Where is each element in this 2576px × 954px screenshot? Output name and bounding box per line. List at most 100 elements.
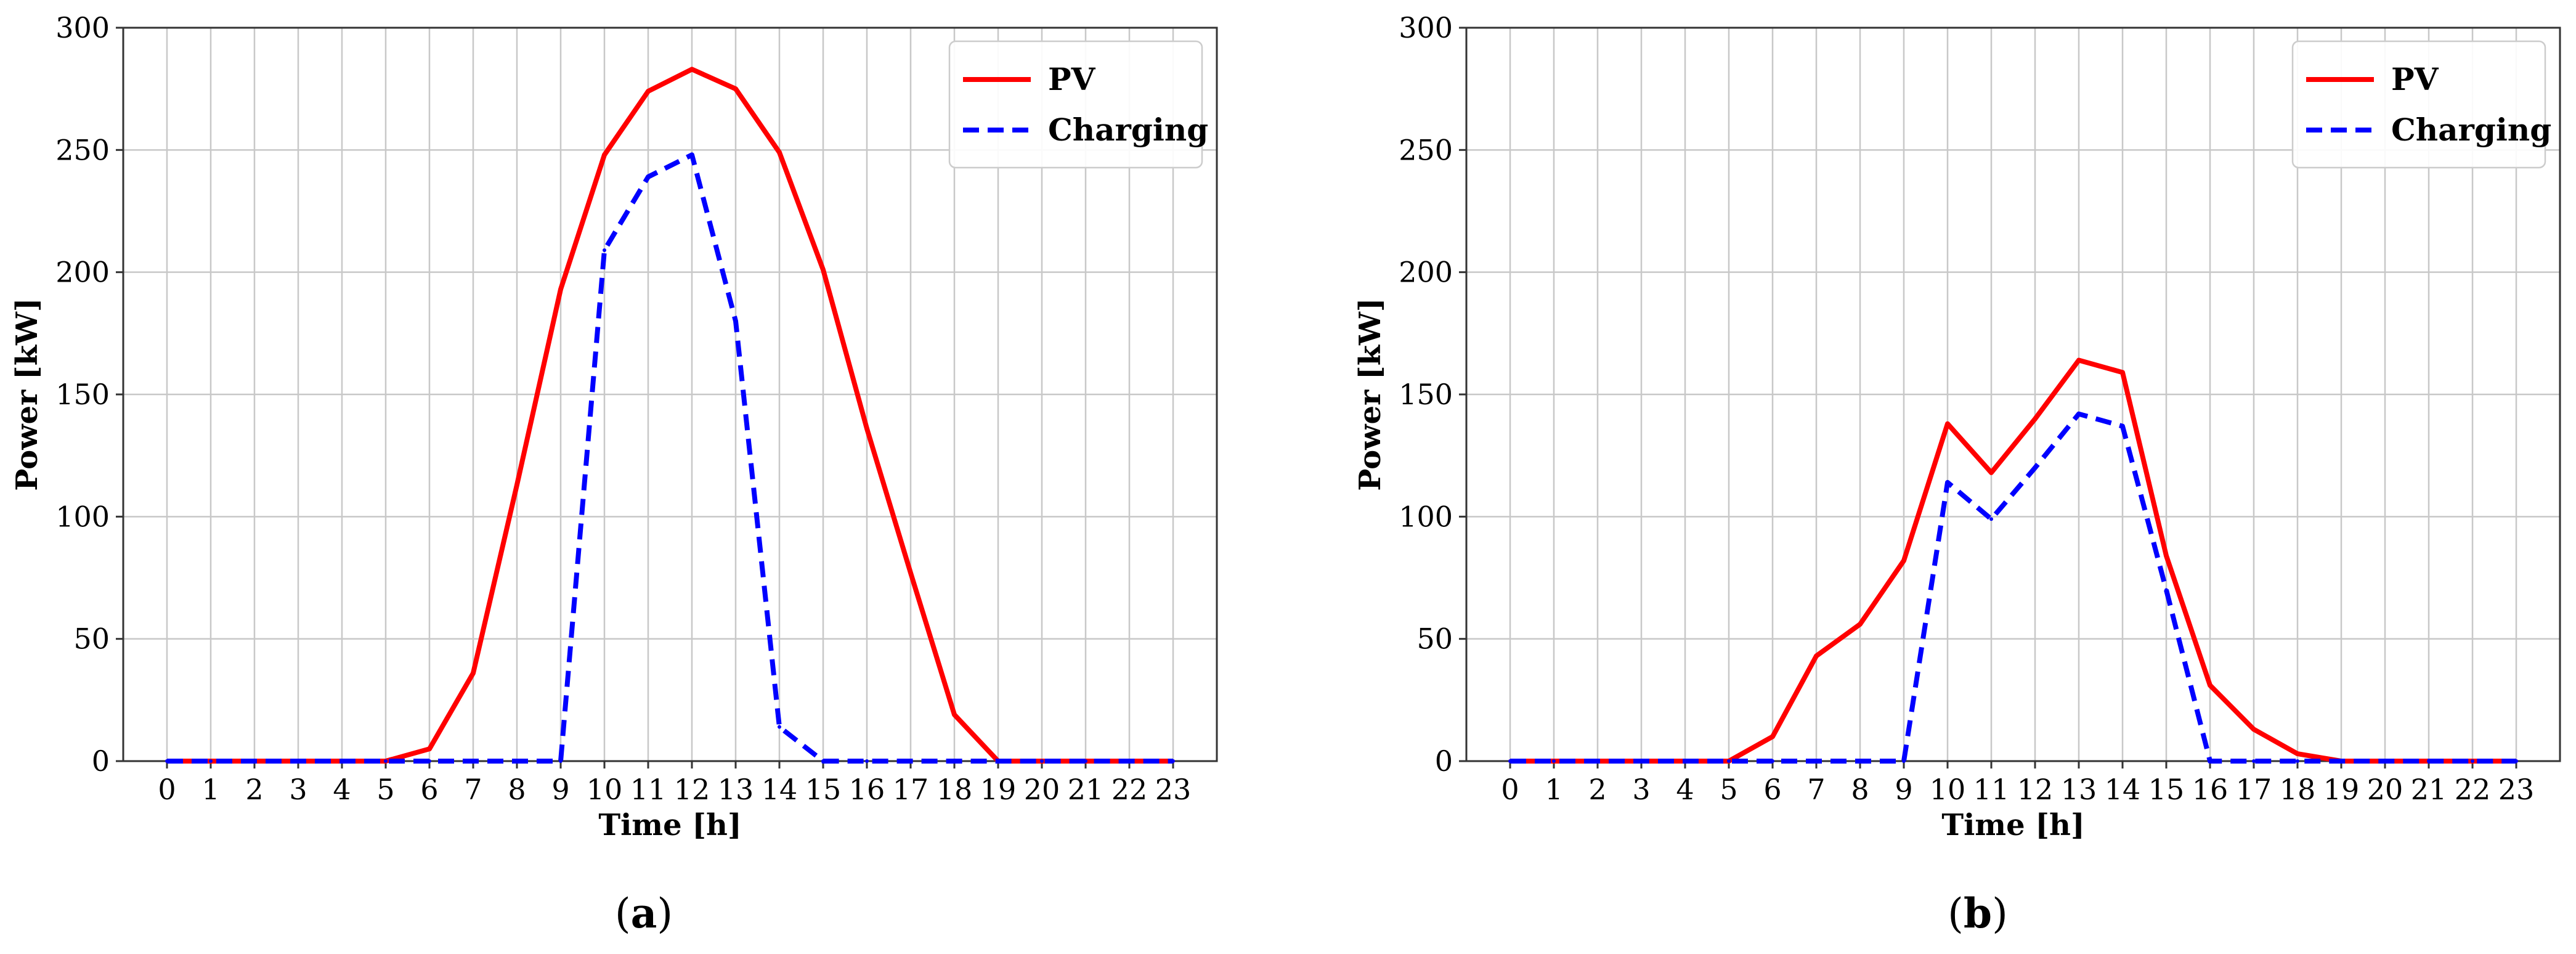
x-tick-label: 21 <box>2411 773 2447 806</box>
data-point-charging <box>1989 517 1993 521</box>
x-tick-label: 22 <box>1111 773 1148 806</box>
x-tick-label: 1 <box>201 773 219 806</box>
x-tick-label: 19 <box>2323 773 2360 806</box>
y-tick-label: 300 <box>1399 11 1453 44</box>
data-point-pv <box>1858 622 1862 626</box>
x-tick-label: 7 <box>464 773 482 806</box>
data-point-pv <box>1771 735 1774 739</box>
data-point-charging <box>2164 588 2168 592</box>
data-point-pv <box>909 571 912 575</box>
data-point-pv <box>2164 553 2168 558</box>
x-tick-label: 2 <box>245 773 263 806</box>
y-tick-label: 100 <box>55 500 110 533</box>
data-point-pv <box>1814 654 1818 658</box>
x-tick-label: 4 <box>1676 773 1694 806</box>
x-tick-label: 20 <box>1024 773 1060 806</box>
data-point-pv <box>953 712 956 717</box>
data-point-pv <box>603 153 606 157</box>
x-tick-label: 6 <box>1763 773 1781 806</box>
data-point-pv <box>734 87 737 91</box>
x-tick-label: 6 <box>420 773 438 806</box>
data-point-pv <box>559 287 563 292</box>
legend-label-charging: Charging <box>2391 112 2551 148</box>
x-tick-label: 22 <box>2455 773 2491 806</box>
data-point-charging <box>690 153 694 157</box>
y-tick-label: 150 <box>1399 378 1453 411</box>
data-point-charging <box>209 759 213 763</box>
x-tick-label: 3 <box>1632 773 1650 806</box>
data-point-charging <box>2033 466 2037 470</box>
data-point-charging <box>1814 759 1818 763</box>
x-tick-label: 13 <box>2061 773 2097 806</box>
x-tick-label: 20 <box>2367 773 2403 806</box>
x-tick-label: 9 <box>551 773 569 806</box>
panel-label: (b) <box>1948 889 2008 937</box>
data-point-charging <box>471 759 475 763</box>
y-tick-label: 200 <box>55 256 110 289</box>
data-point-pv <box>1989 470 1993 475</box>
legend-label-pv: PV <box>2391 61 2439 97</box>
data-point-charging <box>2077 412 2081 416</box>
y-tick-label: 50 <box>73 622 110 656</box>
data-point-charging <box>1040 759 1044 763</box>
data-point-charging <box>340 759 344 763</box>
legend: PV Charging <box>2291 40 2551 169</box>
data-point-charging <box>559 759 563 763</box>
y-tick-label: 100 <box>1399 500 1453 533</box>
data-point-charging <box>1902 759 1906 763</box>
data-point-charging <box>603 248 606 252</box>
y-tick-label: 250 <box>55 133 110 166</box>
y-tick-label: 0 <box>92 744 110 778</box>
data-point-pv <box>1902 558 1906 563</box>
y-tick-label: 250 <box>1399 133 1453 166</box>
legend-box <box>948 40 1203 169</box>
data-point-charging <box>253 759 256 763</box>
x-tick-label: 4 <box>333 773 351 806</box>
x-tick-label: 15 <box>2148 773 2185 806</box>
x-tick-label: 0 <box>1501 773 1519 806</box>
x-tick-label: 14 <box>762 773 798 806</box>
legend: PV Charging <box>948 40 1208 169</box>
data-point-charging <box>1084 759 1087 763</box>
x-tick-label: 2 <box>1588 773 1606 806</box>
data-point-pv <box>2208 683 2212 688</box>
data-point-charging <box>646 174 650 179</box>
x-tick-label: 15 <box>805 773 842 806</box>
data-point-charging <box>165 759 169 763</box>
legend-label-charging: Charging <box>1048 112 1208 148</box>
data-point-charging <box>1128 759 1131 763</box>
x-tick-label: 14 <box>2105 773 2141 806</box>
x-tick-label: 17 <box>893 773 929 806</box>
y-tick-label: 200 <box>1399 256 1453 289</box>
data-point-pv <box>2121 370 2124 375</box>
y-tick-label: 300 <box>55 11 110 44</box>
data-point-pv <box>1946 422 1949 426</box>
x-tick-label: 10 <box>1930 773 1966 806</box>
data-point-charging <box>2252 759 2256 763</box>
data-point-charging <box>821 759 825 763</box>
data-point-pv <box>2077 358 2081 362</box>
data-point-charging <box>953 759 956 763</box>
x-axis-label: Time [h] <box>1941 808 2084 842</box>
legend-box <box>2291 40 2546 169</box>
data-point-charging <box>909 759 912 763</box>
y-tick-label: 50 <box>1416 622 1453 656</box>
data-point-charging <box>1639 759 1643 763</box>
panel-letter: a <box>631 889 657 937</box>
data-point-charging <box>1596 759 1599 763</box>
data-point-charging <box>1946 480 1949 484</box>
data-point-charging <box>2471 759 2474 763</box>
y-axis-label: Power [kW] <box>10 298 44 491</box>
x-tick-label: 16 <box>2192 773 2229 806</box>
data-point-charging <box>2296 759 2299 763</box>
x-tick-label: 5 <box>376 773 394 806</box>
y-tick-label: 0 <box>1435 744 1453 778</box>
data-point-charging <box>996 759 1000 763</box>
data-point-charging <box>734 319 737 323</box>
legend-label-pv: PV <box>1048 61 1096 97</box>
series-line-pv <box>1510 357 2516 764</box>
x-tick-label: 23 <box>1155 773 1192 806</box>
x-tick-label: 18 <box>937 773 973 806</box>
x-tick-label: 8 <box>1851 773 1869 806</box>
